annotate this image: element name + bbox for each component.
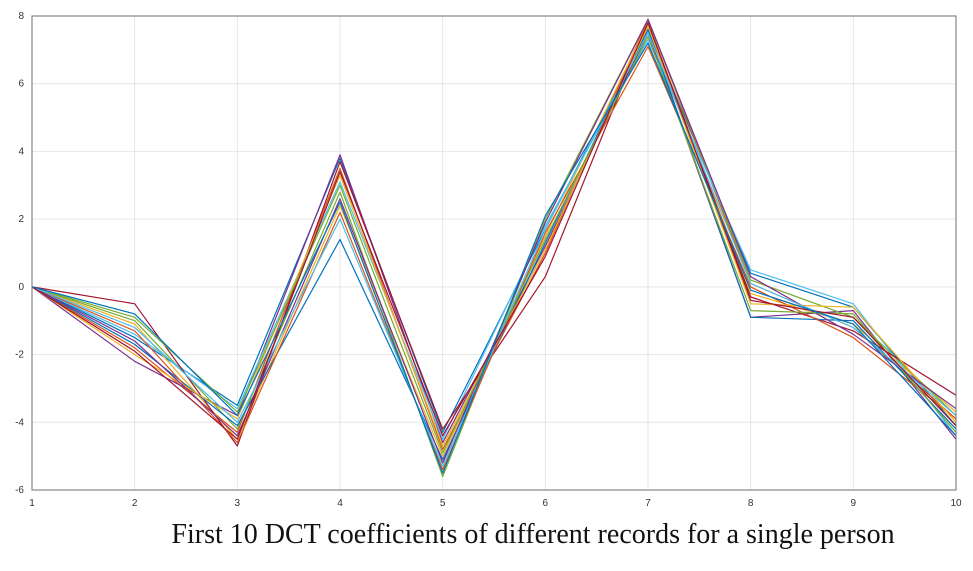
plot-area-background [32,16,956,490]
y-tick-label: -4 [15,417,24,428]
y-tick-label: 0 [18,282,24,293]
series-line-13 [31,32,957,467]
x-tick-label: 1 [29,498,35,509]
grid [32,16,956,490]
y-tick-label: 2 [18,214,24,225]
figure-caption: First 10 DCT coefficients of different r… [171,519,895,550]
line-chart: -6 -4 -2 0 2 4 6 8 1 2 3 4 5 6 7 8 9 10 [15,11,962,509]
series-lines [31,18,957,478]
y-tick-label: 6 [18,79,24,90]
plot-area-border [31,15,957,491]
x-axis-ticks: 1 2 3 4 5 6 7 8 9 10 [29,498,962,509]
x-tick-label: 9 [851,498,857,509]
x-tick-label: 2 [132,498,138,509]
x-tick-label: 8 [748,498,754,509]
x-tick-label: 5 [440,498,446,509]
x-tick-label: 7 [645,498,651,509]
y-tick-label: -2 [15,350,24,361]
x-tick-label: 6 [543,498,549,509]
x-tick-label: 3 [235,498,241,509]
y-tick-label: 4 [18,146,24,157]
x-tick-label: 4 [337,498,343,509]
y-axis-ticks: -6 -4 -2 0 2 4 6 8 [15,11,24,496]
series-line-15 [31,42,957,474]
series-line-6 [31,39,957,440]
y-tick-label: -6 [15,485,24,496]
y-tick-label: 8 [18,11,24,22]
x-tick-label: 10 [950,498,962,509]
series-line-14 [31,22,957,440]
